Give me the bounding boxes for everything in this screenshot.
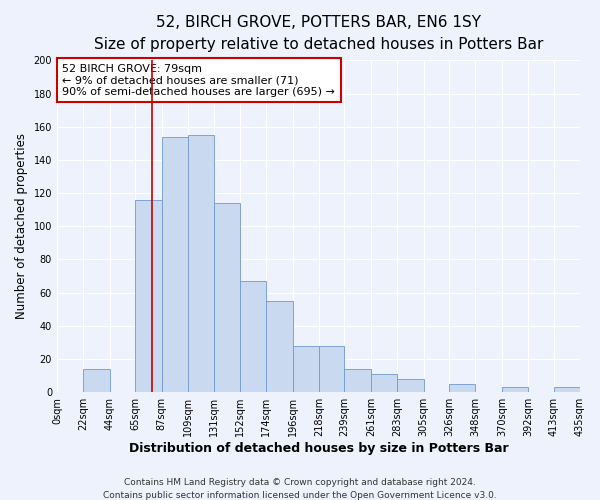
Bar [161,136,188,392]
Bar [293,346,319,392]
Bar [239,281,266,392]
Bar [135,200,161,392]
Title: 52, BIRCH GROVE, POTTERS BAR, EN6 1SY
Size of property relative to detached hous: 52, BIRCH GROVE, POTTERS BAR, EN6 1SY Si… [94,15,543,52]
Bar [554,387,580,392]
Bar [266,301,293,392]
X-axis label: Distribution of detached houses by size in Potters Bar: Distribution of detached houses by size … [128,442,508,455]
Bar [502,387,528,392]
Bar [188,135,214,392]
Y-axis label: Number of detached properties: Number of detached properties [15,134,28,320]
Text: Contains HM Land Registry data © Crown copyright and database right 2024.
Contai: Contains HM Land Registry data © Crown c… [103,478,497,500]
Bar [397,379,424,392]
Text: 52 BIRCH GROVE: 79sqm
← 9% of detached houses are smaller (71)
90% of semi-detac: 52 BIRCH GROVE: 79sqm ← 9% of detached h… [62,64,335,97]
Bar [344,369,371,392]
Bar [319,346,344,392]
Bar [449,384,475,392]
Bar [214,203,239,392]
Bar [371,374,397,392]
Bar [83,369,110,392]
